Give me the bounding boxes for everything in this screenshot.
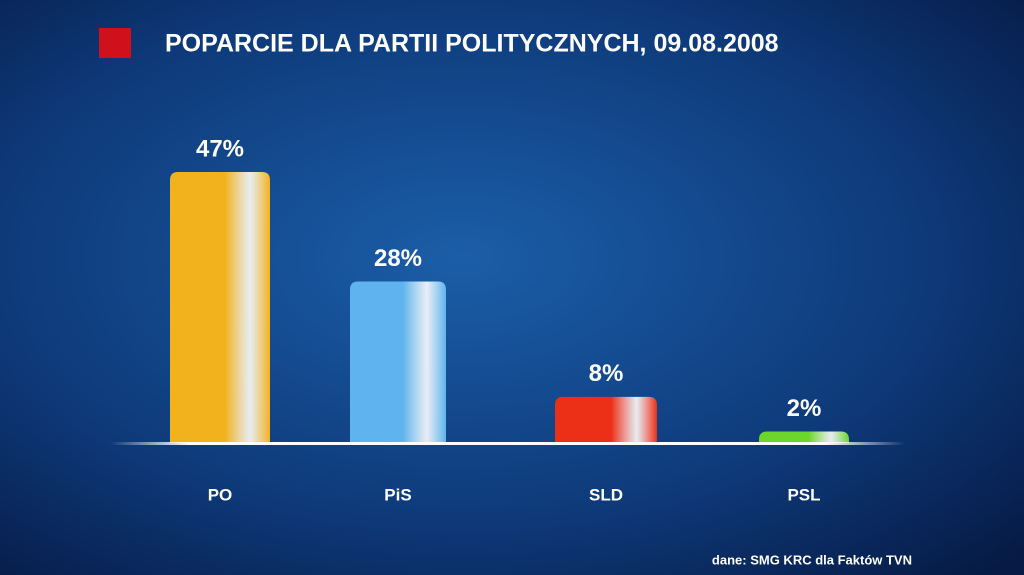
bar: [350, 281, 446, 443]
x-tick-label: PSL: [787, 485, 820, 504]
value-label: 2%: [787, 395, 822, 422]
x-tick-label: PiS: [384, 485, 411, 504]
source: dane: SMG KRC dla Faktów TVN: [712, 552, 912, 567]
chart-title: POPARCIE DLA PARTII POLITYCZNYCH, 09.08.…: [165, 30, 779, 58]
x-tick-label: SLD: [589, 485, 623, 504]
bars: [170, 172, 849, 443]
bar: [555, 396, 657, 443]
title-icon: [99, 28, 131, 58]
value-label: 8%: [589, 360, 624, 387]
value-label: 47%: [196, 135, 244, 162]
value-label: 28%: [374, 245, 422, 272]
baseline: [110, 442, 905, 445]
x-tick-label: PO: [208, 485, 233, 504]
bar: [759, 431, 849, 443]
bar: [170, 172, 270, 443]
